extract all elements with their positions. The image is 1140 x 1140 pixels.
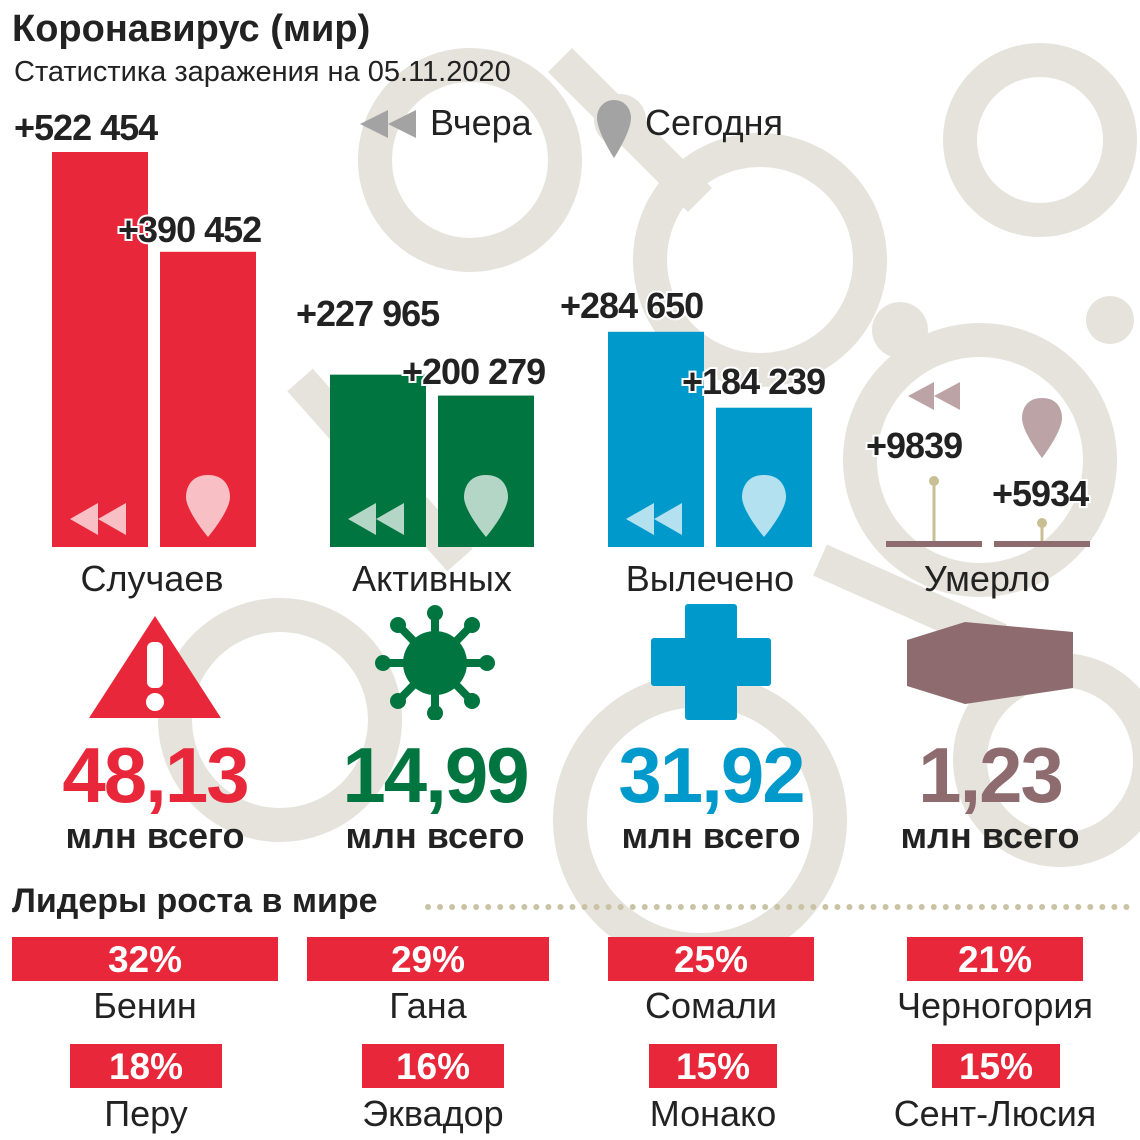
- bar-deaths-today: [994, 541, 1090, 547]
- rewind-icon: [654, 503, 682, 535]
- value-label-recovered-today: +184 239: [682, 361, 825, 402]
- leader-country-benin: Бенин: [93, 985, 197, 1026]
- rewind-icon: [70, 503, 98, 535]
- leader-country-peru: Перу: [104, 1093, 188, 1134]
- leader-country-ecuador: Эквадор: [362, 1093, 504, 1134]
- marker-head: [1037, 518, 1047, 528]
- bar-active-yesterday: [330, 374, 426, 547]
- legend-today: Сегодня: [645, 102, 783, 143]
- location-pin-icon: [742, 475, 786, 537]
- rewind-icon: [908, 382, 934, 410]
- leader-country-somalia: Сомали: [645, 985, 777, 1026]
- rewind-icon: [626, 503, 654, 535]
- bar-cases-yesterday: [52, 152, 148, 547]
- bar-recovered-yesterday: [608, 331, 704, 547]
- page-title: Коронавирус (мир): [12, 8, 371, 50]
- leader-country-monaco: Монако: [649, 1093, 777, 1134]
- category-label-cases: Случаев: [80, 558, 224, 599]
- leader-country-ghana: Гана: [389, 985, 467, 1026]
- location-pin-icon: [464, 475, 508, 537]
- value-label-active-today: +200 279: [402, 351, 545, 392]
- location-pin-icon: [186, 475, 230, 537]
- value-label-cases-yesterday: +522 454: [14, 107, 158, 148]
- location-pin-icon: [1022, 398, 1062, 458]
- total-unit-active: млн всего: [345, 815, 525, 856]
- coffin-icon: [907, 622, 1073, 704]
- value-label-deaths-today: +5934: [992, 473, 1089, 514]
- leader-country-montenegro: Черногория: [897, 985, 1093, 1026]
- leader-pct-benin: 32%: [12, 937, 278, 981]
- leader-pct-somalia: 25%: [608, 937, 814, 981]
- total-unit-cases: млн всего: [65, 815, 245, 856]
- leader-pct-monaco: 15%: [649, 1044, 777, 1088]
- value-label-active-yesterday: +227 965: [296, 293, 440, 334]
- dotted-divider: [425, 904, 1130, 910]
- category-label-deaths: Умерло: [923, 558, 1051, 599]
- leader-pct-ecuador: 16%: [362, 1044, 504, 1088]
- virus-icon: [375, 605, 495, 720]
- bar-deaths-yesterday: [886, 541, 982, 547]
- total-value-recovered: 31,92: [618, 731, 805, 819]
- category-label-recovered: Вылечено: [625, 558, 795, 599]
- total-value-active: 14,99: [342, 731, 529, 819]
- medical-cross-icon: [651, 604, 771, 720]
- value-label-recovered-yesterday: +284 650: [560, 285, 703, 326]
- value-label-deaths-yesterday: +9839: [866, 425, 962, 466]
- leaders-title: Лидеры роста в мире: [12, 882, 388, 921]
- leader-pct-saint-lucia: 15%: [932, 1044, 1060, 1088]
- bar-chart: +522 454 +390 452 +227 965 +200 279 +284 650…: [12, 105, 1092, 547]
- total-value-deaths: 1,23: [918, 731, 1064, 819]
- warning-icon: [89, 616, 221, 718]
- value-label-cases-today: +390 452: [118, 209, 261, 250]
- rewind-icon: [934, 382, 960, 410]
- legend-yesterday: Вчера: [430, 102, 532, 143]
- marker-head: [929, 476, 939, 486]
- page-subtitle: Статистика заражения на 05.11.2020: [14, 56, 511, 88]
- rewind-icon: [348, 503, 376, 535]
- rewind-icon: [98, 503, 126, 535]
- leader-pct-montenegro: 21%: [907, 937, 1083, 981]
- leader-pct-ghana: 29%: [307, 937, 549, 981]
- leader-country-saint-lucia: Сент-Люсия: [893, 1093, 1097, 1134]
- total-unit-deaths: млн всего: [900, 815, 1080, 856]
- rewind-icon: [360, 110, 416, 138]
- leader-pct-peru: 18%: [70, 1044, 222, 1088]
- location-pin-icon: [597, 100, 631, 158]
- category-label-active: Активных: [352, 558, 512, 599]
- total-value-cases: 48,13: [62, 731, 249, 819]
- rewind-icon: [376, 503, 404, 535]
- total-unit-recovered: млн всего: [621, 815, 801, 856]
